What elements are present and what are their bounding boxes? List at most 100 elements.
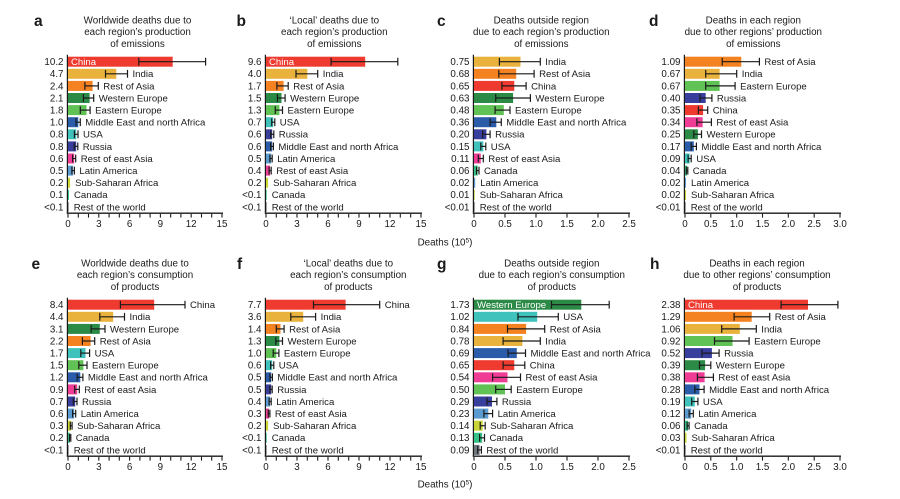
svg-text:Rest of the world: Rest of the world	[74, 445, 146, 456]
svg-text:Eastern Europe: Eastern Europe	[288, 106, 355, 117]
svg-text:h: h	[650, 256, 659, 273]
svg-text:0.5: 0.5	[50, 166, 64, 177]
svg-text:0: 0	[471, 219, 477, 230]
svg-text:of products: of products	[528, 282, 577, 293]
svg-text:0.02: 0.02	[661, 178, 680, 189]
svg-text:0: 0	[263, 219, 269, 230]
svg-text:9: 9	[158, 219, 163, 230]
svg-text:Rest of the world: Rest of the world	[272, 202, 344, 213]
svg-text:0.04: 0.04	[661, 166, 681, 177]
svg-text:0.01: 0.01	[450, 190, 469, 201]
svg-text:2.2: 2.2	[50, 336, 64, 347]
svg-text:Russia: Russia	[279, 130, 309, 141]
svg-text:0.09: 0.09	[450, 445, 469, 456]
svg-text:Rest of Asia: Rest of Asia	[289, 324, 341, 335]
svg-text:Latin America: Latin America	[277, 154, 336, 165]
svg-text:0.78: 0.78	[450, 336, 470, 347]
svg-text:0: 0	[263, 462, 269, 473]
svg-text:0.5: 0.5	[248, 154, 262, 165]
svg-text:Rest of Asia: Rest of Asia	[550, 324, 602, 335]
svg-text:Eastern Europe: Eastern Europe	[284, 349, 351, 360]
svg-text:India: India	[761, 324, 782, 335]
svg-text:0: 0	[65, 219, 71, 230]
svg-text:0.5: 0.5	[704, 462, 718, 473]
svg-text:<0.1: <0.1	[44, 445, 63, 456]
svg-text:‘Local’ deaths due to: ‘Local’ deaths due to	[290, 15, 380, 26]
svg-text:0.5: 0.5	[498, 462, 512, 473]
svg-text:Sub-Saharan Africa: Sub-Saharan Africa	[480, 190, 564, 201]
svg-text:0.11: 0.11	[451, 154, 469, 165]
svg-text:Rest of the world: Rest of the world	[691, 445, 763, 456]
svg-text:Western Europe: Western Europe	[290, 93, 359, 104]
svg-text:4.7: 4.7	[50, 69, 64, 80]
svg-text:2.5: 2.5	[807, 462, 821, 473]
svg-text:0.8: 0.8	[50, 130, 64, 141]
svg-text:0.54: 0.54	[450, 373, 470, 384]
svg-text:Middle East and north Africa: Middle East and north Africa	[506, 118, 627, 129]
svg-text:1.0: 1.0	[730, 462, 744, 473]
svg-text:0.6: 0.6	[248, 142, 262, 153]
svg-text:Rest of east Asia: Rest of east Asia	[716, 118, 789, 129]
svg-text:9: 9	[356, 462, 361, 473]
svg-text:Rest of east Asia: Rest of east Asia	[275, 409, 348, 420]
svg-text:4.0: 4.0	[248, 69, 262, 80]
svg-text:3.6: 3.6	[248, 312, 262, 323]
svg-text:2.0: 2.0	[781, 219, 795, 230]
svg-text:2.0: 2.0	[591, 462, 605, 473]
svg-text:Sub-Saharan Africa: Sub-Saharan Africa	[77, 421, 161, 432]
svg-text:Western Europe: Western Europe	[535, 93, 604, 104]
svg-text:<0.01: <0.01	[445, 202, 470, 213]
svg-text:2.1: 2.1	[50, 93, 64, 104]
svg-text:3: 3	[294, 462, 300, 473]
svg-text:Rest of the world: Rest of the world	[486, 445, 558, 456]
svg-text:Latin America: Latin America	[498, 409, 557, 420]
svg-text:0.29: 0.29	[450, 397, 469, 408]
svg-text:15: 15	[217, 462, 228, 473]
svg-text:Russia: Russia	[717, 93, 747, 104]
svg-text:India: India	[130, 312, 151, 323]
svg-text:Middle East and north Africa: Middle East and north Africa	[709, 385, 830, 396]
svg-text:6: 6	[127, 462, 133, 473]
svg-text:1.09: 1.09	[661, 57, 680, 68]
svg-text:Russia: Russia	[495, 130, 525, 141]
svg-text:Western Europe: Western Europe	[288, 336, 357, 347]
svg-text:2.5: 2.5	[622, 462, 636, 473]
svg-text:due to each region’s consumpti: due to each region’s consumption	[479, 270, 625, 281]
svg-text:Rest of Asia: Rest of Asia	[293, 81, 345, 92]
svg-text:China: China	[385, 300, 411, 311]
svg-text:Russia: Russia	[82, 397, 112, 408]
svg-text:India: India	[545, 336, 566, 347]
svg-text:Rest of east Asia: Rest of east Asia	[718, 373, 791, 384]
svg-text:1.7: 1.7	[50, 349, 64, 360]
svg-text:6: 6	[127, 219, 133, 230]
svg-text:USA: USA	[563, 312, 583, 323]
svg-text:Deaths in each region: Deaths in each region	[709, 258, 804, 269]
svg-text:China: China	[190, 300, 216, 311]
svg-text:0.5: 0.5	[498, 219, 512, 230]
svg-text:7.7: 7.7	[248, 300, 262, 311]
svg-text:Canada: Canada	[484, 166, 518, 177]
svg-text:15: 15	[217, 219, 228, 230]
svg-text:Rest of the world: Rest of the world	[691, 202, 763, 213]
svg-text:1.0: 1.0	[50, 118, 64, 129]
svg-text:Sub-Saharan Africa: Sub-Saharan Africa	[75, 178, 159, 189]
svg-text:Middle East and north Africa: Middle East and north Africa	[88, 373, 209, 384]
svg-text:Rest of east Asia: Rest of east Asia	[526, 373, 599, 384]
svg-text:India: India	[742, 69, 763, 80]
svg-text:12: 12	[385, 462, 396, 473]
svg-text:0.34: 0.34	[661, 118, 681, 129]
svg-text:of emissions: of emissions	[514, 39, 569, 50]
svg-text:India: India	[545, 57, 566, 68]
svg-text:0.02: 0.02	[450, 178, 469, 189]
svg-text:2.5: 2.5	[622, 219, 636, 230]
svg-text:2.0: 2.0	[591, 219, 605, 230]
svg-text:Western Europe: Western Europe	[716, 361, 785, 372]
svg-text:12: 12	[186, 219, 197, 230]
svg-text:0.39: 0.39	[661, 361, 680, 372]
svg-text:Western Europe: Western Europe	[110, 324, 179, 335]
svg-text:USA: USA	[83, 130, 103, 141]
svg-text:0.65: 0.65	[450, 361, 470, 372]
svg-text:Rest of Asia: Rest of Asia	[100, 336, 152, 347]
svg-text:0.35: 0.35	[661, 106, 681, 117]
svg-text:1.5: 1.5	[50, 361, 64, 372]
